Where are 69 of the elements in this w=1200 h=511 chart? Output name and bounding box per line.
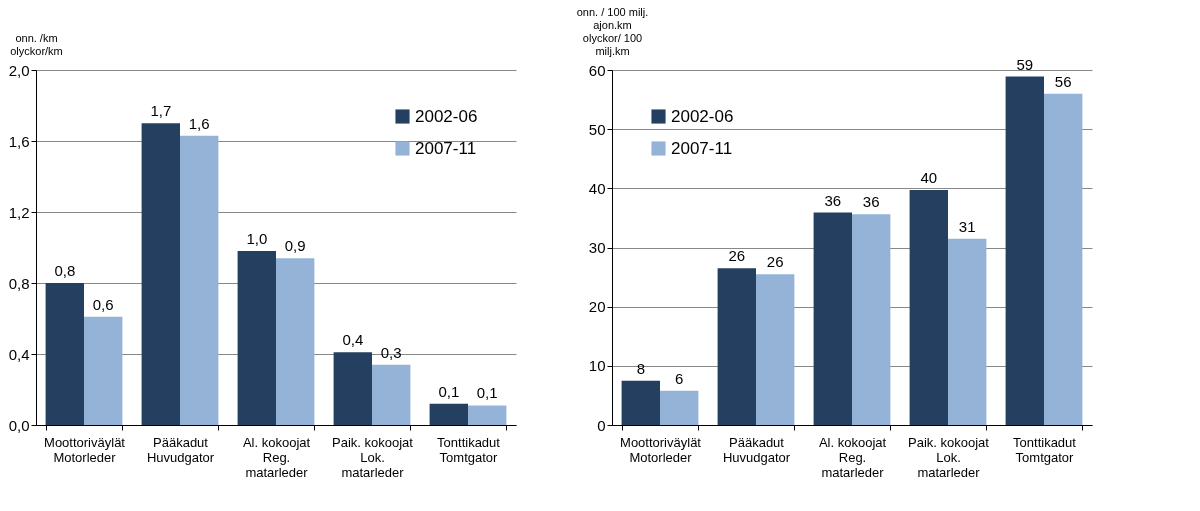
x-tick-label: Pääkadut Huvudgator (722, 434, 791, 465)
bar (45, 283, 84, 425)
data-label: 31 (958, 217, 976, 235)
legend-label: 2007-11 (671, 138, 733, 158)
data-label: 1,7 (150, 102, 172, 120)
legend-label: 2002-06 (415, 106, 478, 126)
data-label: 0,8 (54, 262, 76, 279)
bar (909, 190, 948, 425)
data-label: 36 (824, 191, 842, 209)
x-tick-label: Paik. kokoojat Lok. matarleder (332, 434, 414, 480)
y-tick-label: 2,0 (8, 61, 30, 79)
bar (237, 251, 276, 425)
data-label: 26 (766, 253, 784, 271)
data-label: 56 (1054, 72, 1072, 90)
bar (84, 316, 123, 425)
bar (756, 274, 795, 425)
x-tick-label: Tonttikadut Tomtgator (437, 434, 501, 465)
data-label: 0,4 (342, 331, 364, 349)
y-axis-title: onn. /km olyckor/km (10, 31, 63, 57)
y-tick-label: 1,2 (8, 203, 30, 221)
data-label: 36 (862, 193, 880, 211)
bar (1044, 93, 1083, 425)
bar (429, 403, 468, 425)
data-label: 0,1 (476, 384, 498, 402)
x-tick-label: Moottoriväylät Motorleder (620, 434, 702, 465)
bar (468, 405, 507, 425)
bar (621, 380, 660, 425)
x-tick-label: Pääkadut Huvudgator (146, 434, 215, 465)
data-label: 59 (1016, 55, 1034, 73)
x-tick-label: Al. kokoojat Reg. matarleder (242, 434, 311, 480)
bar (333, 352, 372, 425)
bar (813, 212, 852, 425)
data-label: 1,0 (246, 230, 268, 248)
y-tick-label: 50 (588, 120, 606, 138)
y-tick-label: 0,8 (8, 274, 30, 292)
data-label: 8 (636, 359, 645, 377)
bar (276, 258, 315, 425)
data-label: 0,1 (438, 382, 460, 400)
y-tick-label: 0,0 (8, 416, 30, 434)
bar (180, 135, 219, 425)
y-tick-label: 60 (588, 61, 606, 79)
data-label: 0,9 (284, 237, 306, 255)
legend-label: 2002-06 (671, 106, 734, 126)
bar (141, 123, 180, 425)
bar (717, 268, 756, 425)
data-label: 1,6 (188, 114, 210, 132)
y-tick-label: 10 (588, 357, 606, 375)
x-tick-label: Moottoriväylät Motorleder (44, 434, 126, 465)
data-label: 40 (920, 169, 938, 187)
data-label: 0,6 (92, 295, 114, 313)
y-tick-label: 0 (597, 416, 606, 434)
bar (660, 390, 699, 425)
y-tick-label: 0,4 (8, 345, 30, 363)
y-axis-title: onn. / 100 milj. ajon.km olyckor/ 100 milj.km (576, 5, 649, 57)
bar (852, 214, 891, 425)
data-label: 0,3 (380, 343, 402, 361)
y-tick-label: 40 (588, 179, 606, 197)
bar (372, 364, 411, 425)
y-tick-label: 1,6 (8, 132, 30, 150)
legend-label: 2007-11 (415, 138, 477, 158)
data-label: 26 (728, 247, 746, 265)
x-tick-label: Tonttikadut Tomtgator (1013, 434, 1077, 465)
y-tick-label: 30 (588, 239, 606, 256)
bar (1005, 76, 1044, 425)
data-label: 6 (675, 369, 684, 387)
x-tick-label: Al. kokoojat Reg. matarleder (818, 434, 887, 480)
bar (948, 238, 987, 425)
y-tick-label: 20 (588, 298, 606, 316)
x-tick-label: Paik. kokoojat Lok. matarleder (908, 434, 990, 480)
